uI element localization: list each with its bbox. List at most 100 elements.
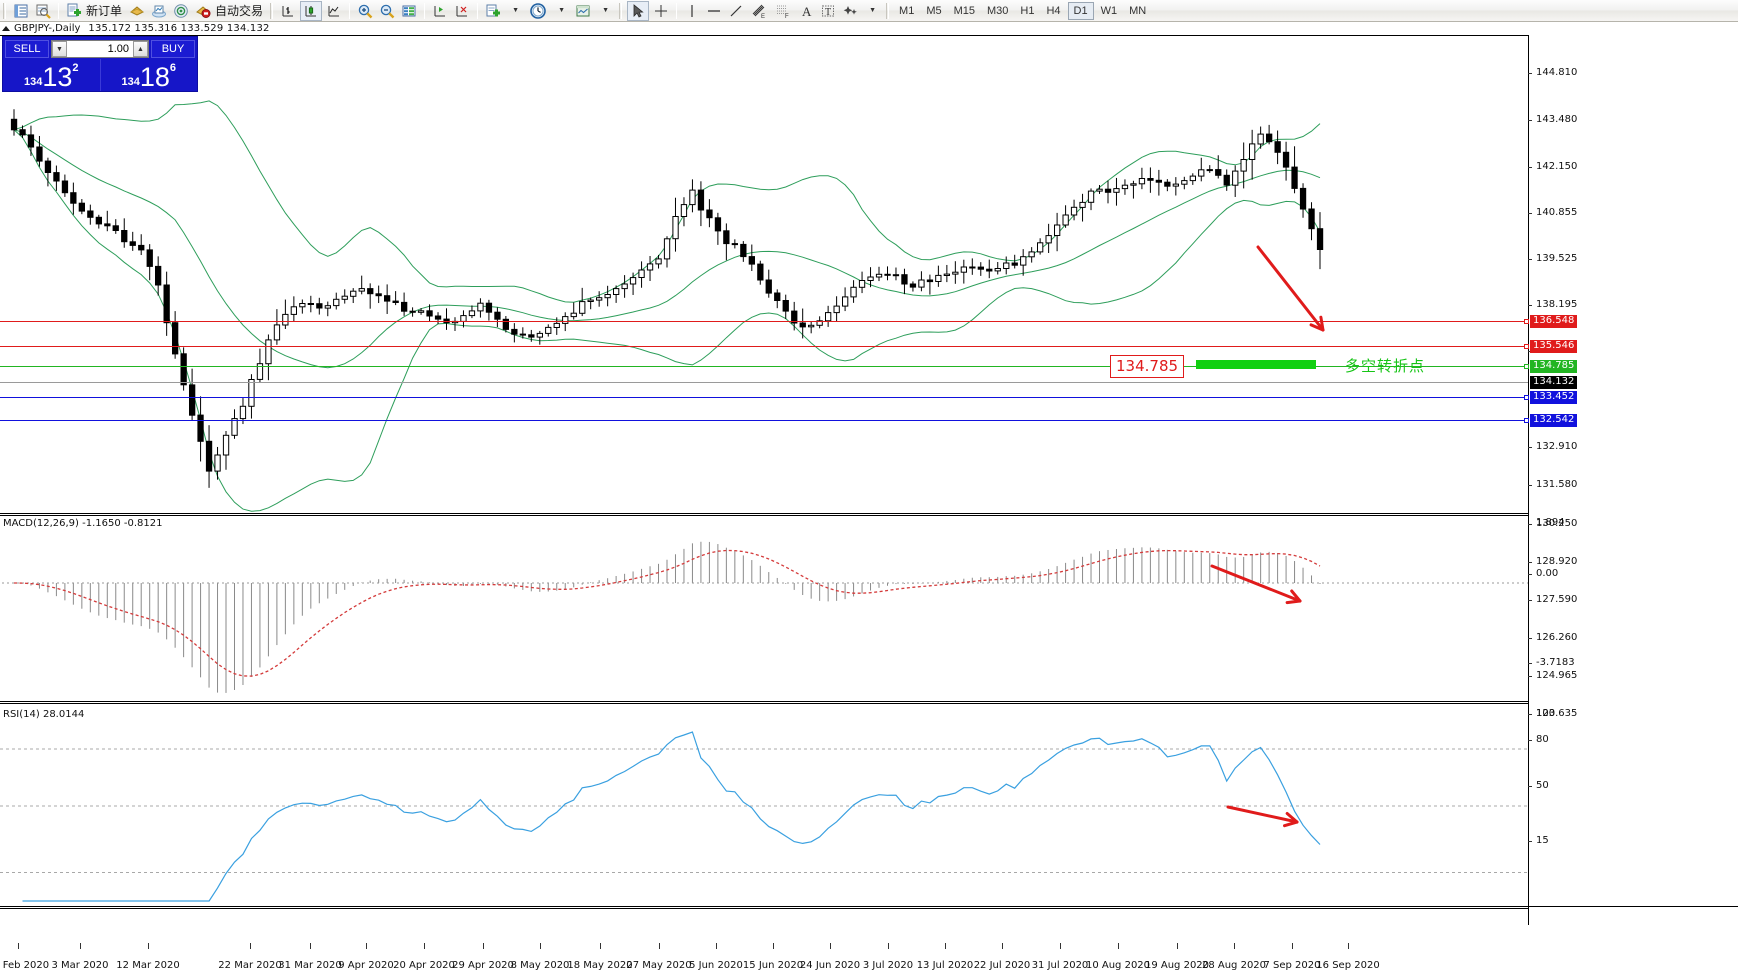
date-axis-tick xyxy=(1002,943,1003,949)
timeframe-m30[interactable]: M30 xyxy=(987,4,1009,17)
macd-axis-zero: 0.00 xyxy=(1536,568,1559,579)
price-axis-tick xyxy=(1528,600,1532,601)
candlestick-chart-icon[interactable] xyxy=(300,0,323,21)
macd-axis-max: 1.894 xyxy=(1536,517,1565,528)
rsi-axis-50: 50 xyxy=(1536,780,1549,791)
add-indicator-dropdown[interactable]: ▼ xyxy=(512,7,519,14)
svg-text:T: T xyxy=(825,7,831,18)
volume-increment-button[interactable]: ▲ xyxy=(133,41,148,57)
equidistant-channel-icon[interactable]: E xyxy=(748,1,770,21)
timeframe-h4[interactable]: H4 xyxy=(1046,4,1061,17)
toolbar-grip-4[interactable] xyxy=(886,2,890,19)
volume-stepper[interactable]: ▼ 1.00 ▲ xyxy=(51,40,149,58)
data-window-icon[interactable] xyxy=(33,1,53,21)
price-axis-tick xyxy=(1528,485,1532,486)
price-level-handle[interactable] xyxy=(1524,364,1529,369)
timeframe-mn[interactable]: MN xyxy=(1129,4,1147,17)
buy-price-display[interactable]: 134 18 6 xyxy=(99,59,198,91)
zoom-in-icon[interactable] xyxy=(355,1,375,21)
timeframe-w1[interactable]: W1 xyxy=(1100,4,1118,17)
price-level-tag[interactable]: 136.548 xyxy=(1530,315,1578,328)
line-chart-icon[interactable] xyxy=(324,1,344,21)
grid-icon[interactable] xyxy=(399,1,419,21)
period-icon[interactable] xyxy=(527,1,549,21)
price-level-handle[interactable] xyxy=(1524,344,1529,349)
date-axis-label: 8 May 2020 xyxy=(510,960,570,971)
text-label-icon[interactable]: T xyxy=(818,1,838,21)
templates-icon[interactable] xyxy=(573,1,593,21)
templates-dropdown[interactable]: ▼ xyxy=(602,7,609,14)
timeframe-m1[interactable]: M1 xyxy=(899,4,915,17)
shapes-dropdown[interactable]: ▼ xyxy=(869,7,876,14)
auto-scroll-icon[interactable] xyxy=(452,1,472,21)
date-axis-label: 27 May 2020 xyxy=(626,960,692,971)
cursor-icon[interactable] xyxy=(627,0,650,21)
terminal-icon[interactable] xyxy=(11,1,31,21)
timeframe-m15[interactable]: M15 xyxy=(953,4,975,17)
horizontal-line-icon[interactable] xyxy=(704,1,724,21)
price-level-tag[interactable]: 134.132 xyxy=(1530,376,1578,389)
chart-container[interactable]: 136.548 135.546 134.785 134.132 133.452 132.5… xyxy=(0,35,1738,971)
toolbar-separator-3 xyxy=(424,2,426,19)
rsi-50-tick xyxy=(1528,786,1532,787)
price-level-line[interactable] xyxy=(0,346,1528,347)
rsi-15-tick xyxy=(1528,841,1532,842)
fibonacci-icon[interactable]: F xyxy=(772,1,794,21)
one-click-trade-panel: SELL ▼ 1.00 ▲ BUY 134 13 2 134 18 6 xyxy=(2,36,198,92)
price-level-tag[interactable]: 132.542 xyxy=(1530,414,1578,427)
price-axis-tick-label: 139.525 xyxy=(1536,253,1578,264)
date-axis-tick xyxy=(540,943,541,949)
sell-price-display[interactable]: 134 13 2 xyxy=(3,59,100,91)
period-dropdown[interactable]: ▼ xyxy=(558,7,565,14)
buy-button[interactable]: BUY xyxy=(151,40,195,58)
auto-trading-label[interactable]: 自动交易 xyxy=(215,4,264,18)
market-watch-icon[interactable] xyxy=(149,1,169,21)
price-level-handle[interactable] xyxy=(1524,319,1529,324)
price-level-line[interactable] xyxy=(0,382,1528,383)
price-level-tag[interactable]: 134.785 xyxy=(1530,360,1578,373)
timeframe-h1[interactable]: H1 xyxy=(1020,4,1035,17)
price-level-line[interactable] xyxy=(0,321,1528,322)
volume-value[interactable]: 1.00 xyxy=(107,43,129,55)
bar-chart-icon[interactable] xyxy=(278,1,298,21)
crosshair-icon[interactable] xyxy=(651,1,671,21)
price-level-handle[interactable] xyxy=(1524,418,1529,423)
macd-min-tick xyxy=(1528,663,1532,664)
zoom-out-icon[interactable] xyxy=(377,1,397,21)
vertical-line-icon[interactable] xyxy=(682,1,702,21)
date-axis-tick xyxy=(18,943,19,949)
date-axis-label: 31 Jul 2020 xyxy=(1031,960,1089,971)
volume-decrement-button[interactable]: ▼ xyxy=(52,41,67,57)
text-icon[interactable]: A xyxy=(796,1,816,21)
toolbar-grip-3[interactable] xyxy=(619,2,623,19)
sell-button[interactable]: SELL xyxy=(5,40,49,58)
toolbar-grip-2[interactable] xyxy=(270,2,274,19)
price-level-line[interactable] xyxy=(0,397,1528,398)
toolbar-grip[interactable] xyxy=(3,2,6,19)
timeframe-m5[interactable]: M5 xyxy=(926,4,942,17)
chart-shift-icon[interactable] xyxy=(430,1,450,21)
shapes-icon[interactable] xyxy=(840,1,860,21)
trade-panel-prices: 134 13 2 134 18 6 xyxy=(3,59,197,91)
navigator-icon[interactable] xyxy=(171,1,191,21)
price-level-tag[interactable]: 135.546 xyxy=(1530,340,1578,353)
date-axis-tick xyxy=(1177,943,1178,949)
price-level-tag[interactable]: 133.452 xyxy=(1530,391,1578,404)
new-order-label[interactable]: 新订单 xyxy=(86,4,123,18)
new-order-icon[interactable] xyxy=(64,1,84,21)
price-axis-tick xyxy=(1528,524,1532,525)
rsi-indicator-label: RSI(14) 28.0144 xyxy=(3,709,85,720)
price-axis-tick xyxy=(1528,447,1532,448)
price-level-line[interactable] xyxy=(0,420,1528,421)
add-indicator-icon[interactable] xyxy=(483,1,503,21)
price-axis-tick-label: 127.590 xyxy=(1536,594,1578,605)
price-level-handle[interactable] xyxy=(1524,395,1529,400)
green-highlight-bar[interactable] xyxy=(1196,360,1316,369)
trendline-icon[interactable] xyxy=(726,1,746,21)
expert-advisor-icon[interactable] xyxy=(127,1,147,21)
timeframe-d1[interactable]: D1 xyxy=(1067,1,1094,20)
price-annotation-box[interactable]: 134.785 xyxy=(1110,355,1185,378)
chinese-annotation-label[interactable]: 多空转折点 xyxy=(1345,357,1426,375)
auto-trading-icon[interactable] xyxy=(193,1,213,21)
collapse-triangle-icon[interactable] xyxy=(2,26,10,31)
